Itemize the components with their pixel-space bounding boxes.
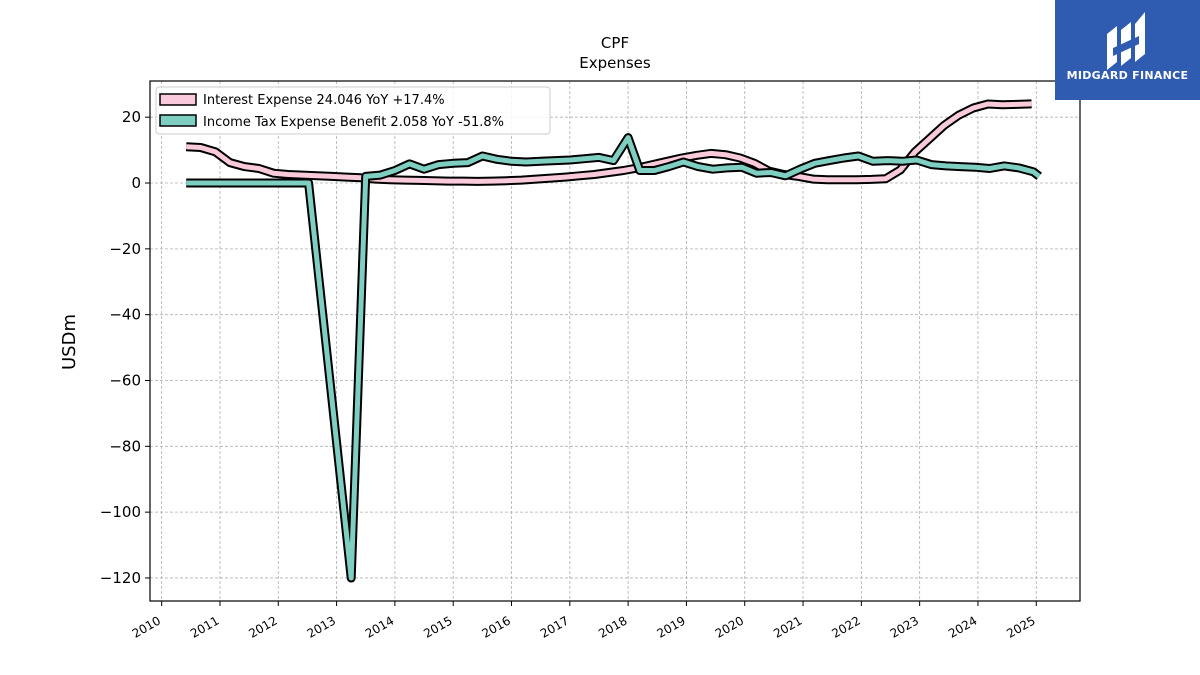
x-tick-label: 2020 — [713, 613, 746, 640]
x-tick-label: 2011 — [188, 613, 221, 640]
y-axis-label: USDm — [59, 314, 80, 370]
legend: Interest Expense 24.046 YoY +17.4% Incom… — [155, 86, 551, 135]
x-axis-ticks: 2010 2011 2012 2013 2014 2015 2016 2017 2018 2019… — [130, 601, 1038, 641]
legend-swatch-income-tax — [159, 114, 197, 127]
y-tick-label: 0 — [131, 174, 141, 192]
y-tick-label: −20 — [109, 240, 141, 258]
legend-swatch-interest-expense — [159, 93, 197, 106]
series-lines — [185, 99, 1042, 583]
y-tick-label: 20 — [122, 108, 141, 126]
x-tick-label: 2010 — [130, 613, 163, 640]
x-tick-label: 2012 — [246, 613, 279, 640]
brand-name: MIDGARD FINANCE — [1066, 69, 1189, 82]
x-tick-label: 2015 — [421, 613, 454, 640]
x-tick-label: 2023 — [888, 613, 921, 640]
x-tick-label: 2024 — [946, 613, 979, 640]
x-tick-label: 2013 — [305, 613, 338, 640]
x-tick-label: 2017 — [538, 613, 571, 640]
x-tick-label: 2014 — [363, 613, 396, 640]
legend-box — [155, 86, 551, 135]
y-tick-label: −100 — [100, 503, 141, 521]
y-tick-label: −40 — [109, 306, 141, 324]
y-axis-ticks: 20 0 −20 −40 −60 −80 −100 −120 — [100, 108, 150, 587]
x-tick-label: 2019 — [654, 613, 687, 640]
y-tick-label: −80 — [109, 437, 141, 455]
legend-label-income-tax: Income Tax Expense Benefit 2.058 YoY -51… — [203, 115, 504, 130]
plot-frame — [149, 80, 1081, 602]
y-tick-label: −120 — [100, 569, 141, 587]
chart-title: CPF — [601, 34, 629, 52]
legend-label-interest-expense: Interest Expense 24.046 YoY +17.4% — [203, 93, 445, 108]
x-tick-label: 2018 — [596, 613, 629, 640]
y-tick-label: −60 — [109, 371, 141, 389]
x-tick-label: 2016 — [480, 613, 513, 640]
x-tick-label: 2025 — [1004, 613, 1037, 640]
chart-subtitle: Expenses — [579, 54, 651, 72]
brand-logo: MIDGARD FINANCE — [1055, 0, 1200, 100]
series-line-income-tax-expense-benefit — [186, 135, 1041, 581]
x-tick-label: 2021 — [771, 613, 804, 640]
series-line-interest-expense — [186, 101, 1032, 184]
x-tick-label: 2022 — [829, 613, 862, 640]
midgard-m-logo-icon — [1107, 12, 1145, 70]
